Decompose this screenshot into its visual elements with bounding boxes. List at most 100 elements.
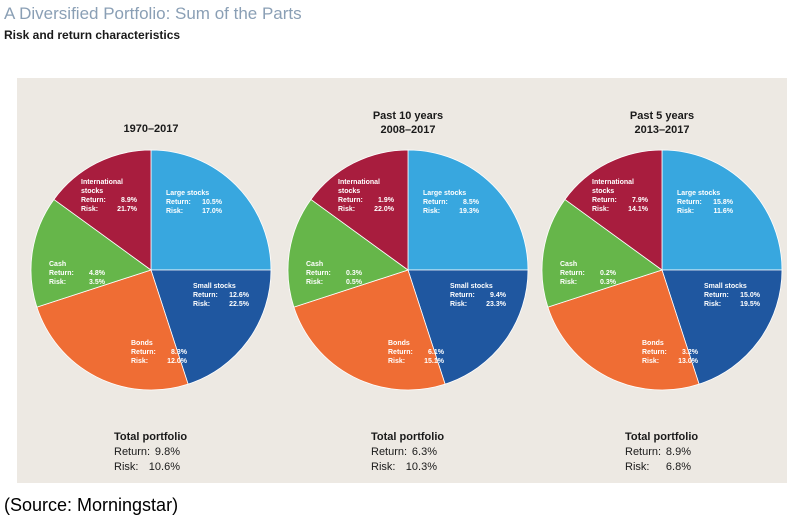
- slice-return-value: 8.9%: [121, 197, 138, 204]
- total-risk-label: Risk:: [114, 461, 138, 473]
- pie-chart-1: 1970–2017 Large stocks Return: 10.5% Risk: 17…: [30, 123, 272, 391]
- slice-name: stocks: [338, 188, 360, 195]
- slice-label-large-stocks: Large stocks Return: 15.8% Risk: 11.6%: [677, 190, 734, 215]
- chart-panel: 1970–2017 Large stocks Return: 10.5% Risk: 17…: [17, 78, 787, 483]
- total-risk-label: Risk:: [625, 461, 649, 473]
- pie-slice-international-stocks: [53, 149, 152, 271]
- total-label: Total portfolio: [371, 431, 444, 443]
- pie-title: Past 5 years: [630, 110, 694, 122]
- slice-name: Bonds: [642, 340, 664, 347]
- total-return-label: Return:: [625, 446, 661, 458]
- total-risk-value: 10.3%: [406, 461, 437, 473]
- slice-return-value: 4.8%: [89, 270, 106, 277]
- slice-return-label: Return:: [592, 197, 617, 204]
- pie-title: Past 10 years: [373, 110, 443, 122]
- pie-slice-international-stocks: [564, 149, 663, 271]
- pie-slice-small-stocks: [407, 269, 529, 385]
- total-return-value: 9.8%: [155, 446, 180, 458]
- slice-return-value: 10.5%: [202, 199, 223, 206]
- total-portfolio: Total portfolio Return: 8.9% Risk: 6.8%: [625, 431, 698, 473]
- pie-title: 1970–2017: [123, 123, 178, 135]
- slice-risk-label: Risk:: [450, 301, 467, 308]
- total-risk-label: Risk:: [371, 461, 395, 473]
- slice-name: International: [338, 179, 380, 186]
- slice-label-bonds: Bonds Return: 3.2% Risk: 13.0%: [642, 340, 699, 365]
- pie-slice-bonds: [36, 269, 189, 391]
- slice-return-value: 12.6%: [229, 292, 250, 299]
- slice-name: Cash: [306, 261, 323, 268]
- slice-name: Bonds: [388, 340, 410, 347]
- slice-label-bonds: Bonds Return: 8.3% Risk: 12.0%: [131, 340, 188, 365]
- slice-return-value: 15.0%: [740, 292, 761, 299]
- pie-slice-large-stocks: [661, 149, 783, 271]
- slice-risk-value: 22.0%: [374, 206, 395, 213]
- slice-risk-value: 11.6%: [714, 208, 734, 215]
- slice-return-label: Return:: [166, 199, 191, 206]
- slice-risk-label: Risk:: [592, 206, 609, 213]
- slice-risk-value: 21.7%: [117, 206, 138, 213]
- slice-label-cash: Cash Return: 0.2% Risk: 0.3%: [560, 261, 617, 286]
- pie-slice-large-stocks: [407, 149, 529, 271]
- page-subtitle: Risk and return characteristics: [4, 28, 181, 42]
- pie-slice-cash: [287, 198, 409, 308]
- pie-slice-bonds: [547, 269, 700, 391]
- total-risk-value: 10.6%: [149, 461, 180, 473]
- slice-risk-value: 15.1%: [424, 358, 445, 365]
- slice-risk-value: 0.3%: [600, 279, 617, 286]
- slice-risk-value: 0.5%: [346, 279, 363, 286]
- slice-return-label: Return:: [704, 292, 729, 299]
- slice-return-label: Return:: [131, 349, 156, 356]
- slice-name: Cash: [560, 261, 577, 268]
- slice-risk-value: 12.0%: [167, 358, 188, 365]
- total-label: Total portfolio: [114, 431, 187, 443]
- slice-risk-label: Risk:: [306, 279, 323, 286]
- slice-risk-label: Risk:: [560, 279, 577, 286]
- slice-risk-label: Risk:: [81, 206, 98, 213]
- pie-slice-large-stocks: [150, 149, 272, 271]
- slice-risk-label: Risk:: [166, 208, 183, 215]
- slice-name: Small stocks: [704, 283, 747, 290]
- pie-chart-2: Past 10 years 2008–2017 Large stocks Return…: [287, 110, 529, 391]
- slice-label-large-stocks: Large stocks Return: 10.5% Risk: 17.0%: [166, 190, 223, 215]
- slice-risk-value: 14.1%: [628, 206, 649, 213]
- slice-return-value: 15.8%: [713, 199, 734, 206]
- source-note: (Source: Morningstar): [4, 495, 179, 515]
- slice-return-value: 1.9%: [378, 197, 395, 204]
- pie-title: 2013–2017: [634, 124, 689, 136]
- total-return-value: 6.3%: [412, 446, 437, 458]
- pie-slice-bonds: [293, 269, 446, 391]
- slice-risk-value: 17.0%: [202, 208, 223, 215]
- page-title: A Diversified Portfolio: Sum of the Part…: [4, 4, 302, 23]
- slice-return-value: 0.2%: [600, 270, 617, 277]
- slice-label-international-stocks: International stocks Return: 1.9% Risk: 22.0%: [338, 179, 395, 213]
- slice-name: Bonds: [131, 340, 153, 347]
- slice-return-label: Return:: [193, 292, 218, 299]
- slice-risk-label: Risk:: [131, 358, 148, 365]
- slice-risk-value: 19.5%: [740, 301, 761, 308]
- slice-label-international-stocks: International stocks Return: 8.9% Risk: 21.7%: [81, 179, 138, 213]
- slice-return-value: 8.3%: [171, 349, 188, 356]
- pie-slice-international-stocks: [310, 149, 409, 271]
- total-portfolio: Total portfolio Return: 6.3% Risk: 10.3%: [371, 431, 444, 473]
- slice-return-label: Return:: [49, 270, 74, 277]
- slice-name: Cash: [49, 261, 66, 268]
- slice-name: Small stocks: [450, 283, 493, 290]
- pie-charts-svg: 1970–2017 Large stocks Return: 10.5% Risk: 17…: [30, 110, 783, 473]
- slice-risk-label: Risk:: [677, 208, 694, 215]
- slice-return-label: Return:: [423, 199, 448, 206]
- slice-return-label: Return:: [81, 197, 106, 204]
- slice-name: Large stocks: [166, 190, 209, 197]
- slice-risk-value: 22.5%: [229, 301, 250, 308]
- slice-name: Small stocks: [193, 283, 236, 290]
- slice-risk-value: 3.5%: [89, 279, 106, 286]
- slice-return-value: 3.2%: [682, 349, 699, 356]
- slice-return-label: Return:: [450, 292, 475, 299]
- slice-risk-label: Risk:: [49, 279, 66, 286]
- slice-risk-value: 13.0%: [678, 358, 699, 365]
- total-return-label: Return:: [371, 446, 407, 458]
- slice-risk-label: Risk:: [704, 301, 721, 308]
- slice-label-cash: Cash Return: 0.3% Risk: 0.5%: [306, 261, 363, 286]
- slice-name: stocks: [81, 188, 103, 195]
- total-risk-value: 6.8%: [666, 461, 691, 473]
- pie-slice-small-stocks: [150, 269, 272, 385]
